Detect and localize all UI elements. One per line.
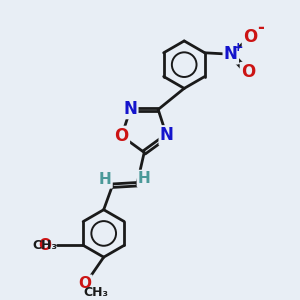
Text: O: O [78, 276, 92, 291]
Text: N: N [160, 126, 174, 144]
Text: H: H [99, 172, 112, 188]
Text: CH₃: CH₃ [32, 239, 58, 252]
Text: O: O [243, 28, 257, 46]
Text: N: N [224, 45, 238, 63]
Text: CH₃: CH₃ [83, 286, 108, 299]
Text: +: + [233, 41, 243, 54]
Text: O: O [241, 63, 255, 81]
Text: N: N [123, 100, 137, 118]
Text: O: O [115, 127, 129, 145]
Text: O: O [38, 238, 52, 253]
Text: H: H [138, 171, 151, 186]
Text: -: - [257, 19, 264, 37]
